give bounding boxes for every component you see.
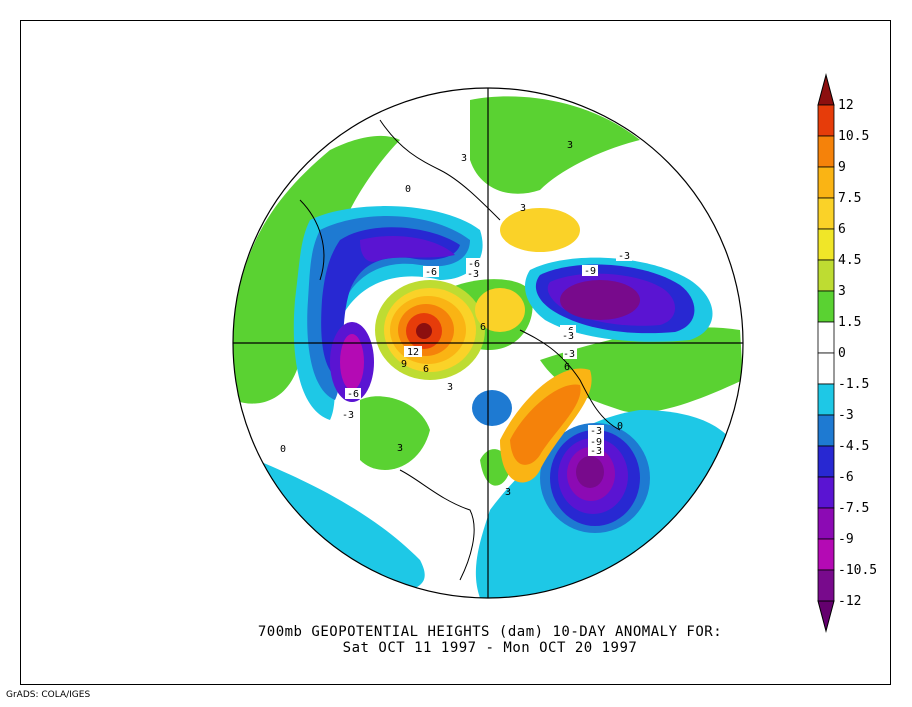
colorbar-swatch bbox=[817, 197, 835, 230]
colorbar-swatch bbox=[817, 228, 835, 261]
colorbar-tick-label: 7.5 bbox=[838, 191, 861, 206]
colorbar-tick-label: 9 bbox=[838, 160, 846, 175]
contour-label: 3 bbox=[461, 153, 467, 164]
colorbar-bottom-arrow bbox=[817, 600, 835, 633]
contour-label: -3 bbox=[618, 251, 630, 262]
colorbar-top-arrow bbox=[817, 73, 835, 106]
colorbar-tick-label: 4.5 bbox=[838, 253, 861, 268]
coastlines bbox=[299, 119, 621, 581]
contour-label: 12 bbox=[407, 347, 419, 358]
contour-label: 0 bbox=[280, 444, 286, 455]
colorbar-swatch bbox=[817, 445, 835, 478]
colorbar-swatch bbox=[817, 259, 835, 292]
colorbar-tick-label: 3 bbox=[838, 284, 846, 299]
colorbar-swatch bbox=[817, 135, 835, 168]
contour-label: -3 bbox=[562, 331, 574, 342]
colorbar-swatch bbox=[817, 507, 835, 540]
map-frame bbox=[20, 20, 891, 685]
contour-label: 6 bbox=[423, 364, 429, 375]
contour-label: -3 bbox=[342, 410, 354, 421]
contour-label: -3 bbox=[467, 269, 479, 280]
colorbar-tick-label: -6 bbox=[838, 470, 854, 485]
colorbar-swatch bbox=[817, 321, 835, 354]
contour-label: 9 bbox=[401, 359, 407, 370]
colorbar-tick-label: -1.5 bbox=[838, 377, 869, 392]
colorbar-tick-label: -4.5 bbox=[838, 439, 869, 454]
contour-labels: -9 -6 -3 -6 12 9 6 3 -3 -6 -3 6 3 -6 3 0… bbox=[280, 140, 632, 498]
colorbar-swatch bbox=[817, 538, 835, 571]
colorbar: 12 10.5 9 7.5 6 4.5 3 1.5 0 -1.5 -3 -4.5 -6 -7.5 -9 -10… bbox=[817, 73, 877, 633]
contour-label: 3 bbox=[505, 487, 511, 498]
contour-label: 0 bbox=[405, 184, 411, 195]
colorbar-swatch bbox=[817, 569, 835, 602]
contour-label: -3 bbox=[590, 426, 602, 437]
colorbar-tick-label: 10.5 bbox=[838, 129, 869, 144]
colorbar-tick-label: -10.5 bbox=[838, 563, 877, 578]
credit-text: GrADS: COLA/IGES bbox=[6, 690, 91, 700]
contour-label: 3 bbox=[567, 140, 573, 151]
contour-label: -6 bbox=[347, 389, 359, 400]
colorbar-tick-label: -12 bbox=[838, 594, 861, 609]
contour-label: 3 bbox=[520, 203, 526, 214]
contour-label: 3 bbox=[397, 443, 403, 454]
caption-line-2: Sat OCT 11 1997 - Mon OCT 20 1997 bbox=[342, 640, 638, 656]
colorbar-swatch bbox=[817, 476, 835, 509]
contour-label: -9 bbox=[584, 266, 596, 277]
colorbar-tick-label: 12 bbox=[838, 98, 854, 113]
contour-label: -3 bbox=[590, 446, 602, 457]
colorbar-tick-label: 6 bbox=[838, 222, 846, 237]
colorbar-tick-label: -9 bbox=[838, 532, 854, 547]
colorbar-tick-label: 1.5 bbox=[838, 315, 861, 330]
colorbar-swatch bbox=[817, 166, 835, 199]
contour-label: 3 bbox=[447, 382, 453, 393]
contour-label: -9 bbox=[590, 437, 602, 448]
colorbar-tick-label: 0 bbox=[838, 346, 846, 361]
colorbar-swatch bbox=[817, 414, 835, 447]
contour-label: -6 bbox=[468, 259, 480, 270]
contour-label: 6 bbox=[564, 362, 570, 373]
colorbar-tick-label: -3 bbox=[838, 408, 854, 423]
colorbar-tick-label: -7.5 bbox=[838, 501, 869, 516]
contour-label: 0 bbox=[617, 421, 623, 432]
colorbar-swatch bbox=[817, 104, 835, 137]
caption-line-1: 700mb GEOPOTENTIAL HEIGHTS (dam) 10-DAY … bbox=[257, 624, 723, 640]
colorbar-swatch bbox=[817, 383, 835, 416]
colorbar-swatch bbox=[817, 290, 835, 323]
colorbar-swatch bbox=[817, 352, 835, 385]
contour-label: -3 bbox=[563, 349, 575, 360]
contour-label: -6 bbox=[425, 267, 437, 278]
contour-label: 6 bbox=[480, 322, 486, 333]
